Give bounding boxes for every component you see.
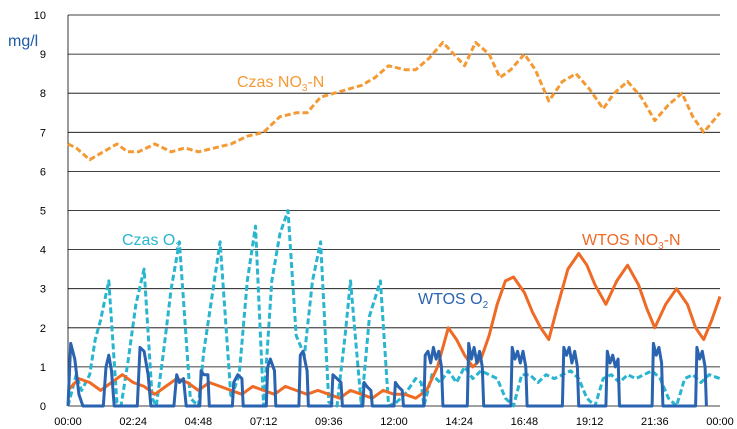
y-tick-label: 1 [40, 362, 46, 374]
x-tick-label: 21:36 [641, 416, 669, 428]
x-tick-label: 14:24 [445, 416, 473, 428]
x-tick-label: 07:12 [250, 416, 278, 428]
x-axis-ticks: 00:00 02:24 04:48 07:12 09:36 12:00 14:24 16:48… [54, 416, 734, 428]
y-tick-label: 3 [40, 284, 46, 296]
y-tick-label: 10 [34, 10, 46, 22]
x-tick-label: 19:12 [576, 416, 604, 428]
x-tick-label: 04:48 [185, 416, 213, 428]
x-tick-label: 02:24 [119, 416, 147, 428]
y-tick-label: 4 [40, 245, 46, 257]
series-label-czas_no3: Czas NO3-N [237, 74, 324, 94]
y-axis-unit-label: mg/l [8, 33, 38, 50]
series-line-wtos_o2 [66, 341, 708, 408]
x-tick-label: 00:00 [54, 416, 82, 428]
y-tick-label: 7 [40, 127, 46, 139]
series-lines [66, 40, 722, 408]
y-tick-label: 0 [40, 401, 46, 413]
y-tick-label: 5 [40, 206, 46, 218]
series-label-wtos_o2: WTOS O2 [418, 291, 489, 311]
x-tick-label: 00:00 [706, 416, 734, 428]
series-label-wtos_no3: WTOS NO3-N [582, 232, 681, 252]
y-tick-label: 6 [40, 166, 46, 178]
series-labels: Czas NO3-N Czas O2 WTOS NO3-N WTOS O2 [122, 74, 681, 311]
y-tick-label: 2 [40, 323, 46, 335]
series-line-czas_no3 [67, 40, 722, 162]
x-tick-label: 16:48 [511, 416, 539, 428]
series-line-wtos_no3 [66, 252, 722, 400]
y-tick-label: 9 [40, 49, 46, 61]
grid [67, 14, 720, 407]
x-tick-label: 09:36 [315, 416, 343, 428]
y-tick-label: 8 [40, 88, 46, 100]
y-axis-ticks: 0 1 2 3 4 5 6 7 8 9 10 [34, 10, 46, 413]
x-tick-label: 12:00 [380, 416, 408, 428]
series-label-czas_o2: Czas O2 [122, 232, 181, 252]
